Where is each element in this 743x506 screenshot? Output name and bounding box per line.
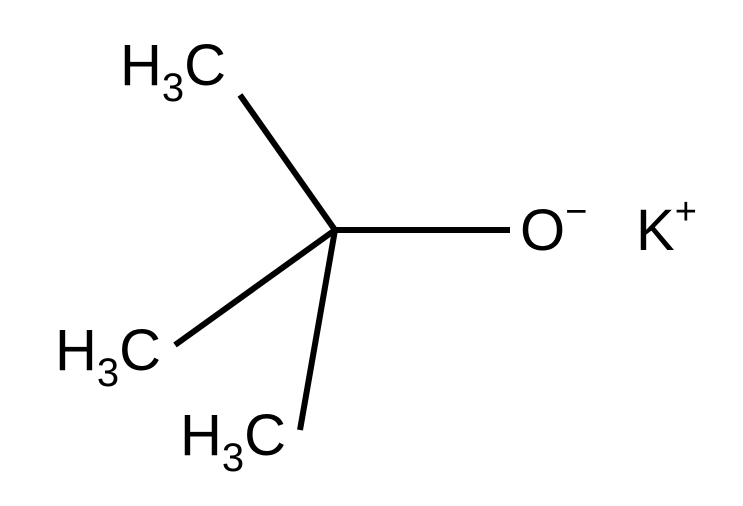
molecule-diagram: H3C O− K+ H3C H3C [0, 0, 743, 506]
methyl-left-H: H [55, 318, 97, 383]
bond-c-ch3-left [175, 230, 335, 345]
methyl-bottom-C: C [244, 403, 286, 468]
methyl-left-C: C [119, 318, 161, 383]
bond-c-ch3-bottom [300, 230, 335, 430]
oxygen-charge: − [565, 191, 587, 233]
methyl-bottom-label: H3C [180, 403, 286, 480]
potassium-K: K [636, 198, 675, 263]
potassium-charge: + [675, 191, 697, 233]
bond-c-ch3-top [240, 95, 335, 230]
methyl-top-C: C [184, 33, 226, 98]
methyl-bottom-sub: 3 [222, 436, 244, 480]
oxygen-label: O− [520, 191, 587, 263]
methyl-top-H: H [120, 33, 162, 98]
methyl-top-label: H3C [120, 33, 226, 110]
methyl-bottom-H: H [180, 403, 222, 468]
methyl-left-sub: 3 [97, 351, 119, 395]
methyl-top-sub: 3 [162, 66, 184, 110]
methyl-left-label: H3C [55, 318, 161, 395]
potassium-label: K+ [636, 191, 697, 263]
oxygen-O: O [520, 198, 565, 263]
